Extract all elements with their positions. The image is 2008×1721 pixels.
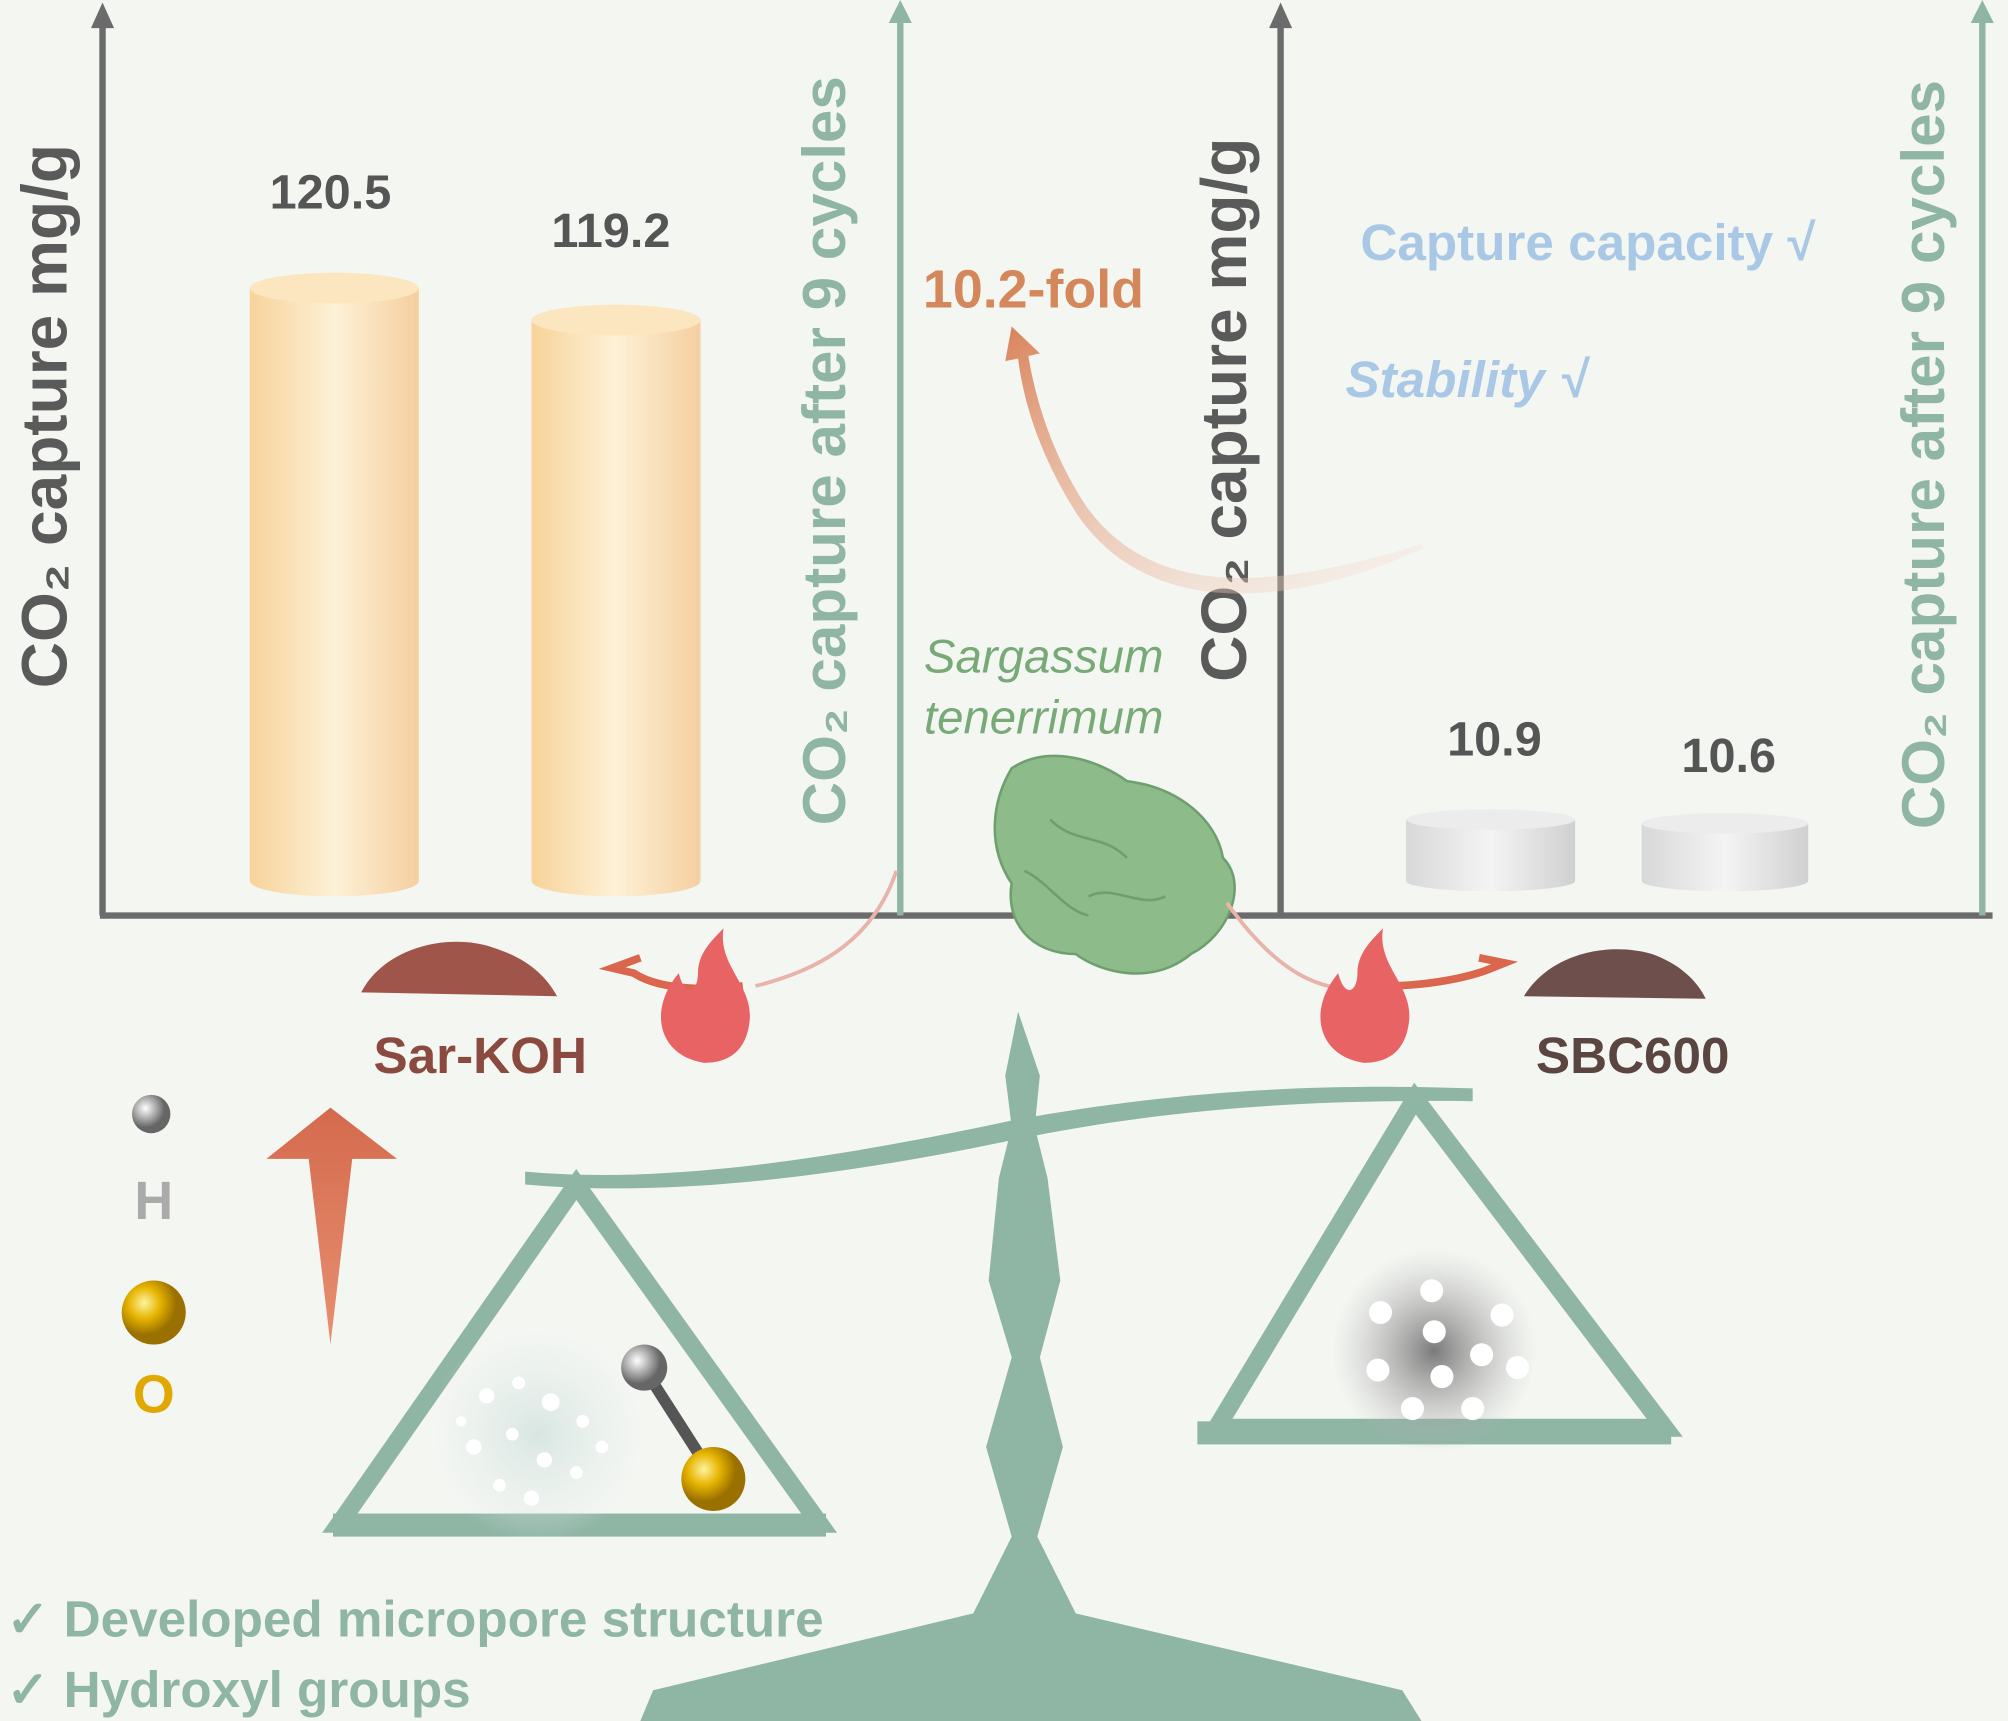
species-name: tenerrimum [924,692,1163,745]
feature-text: ✓ Hydroxyl groups [6,1661,470,1718]
arrow [1383,954,1519,990]
seaweed [993,754,1236,975]
value-label: 120.5 [270,166,392,220]
flame [660,928,750,1063]
cylinder [531,304,701,897]
y2-axis-label: CO₂ capture after 9 cycles [1890,80,1957,829]
h-atom [621,1344,668,1391]
o-atom [681,1446,746,1511]
y-axis-label: CO₂ capture mg/g [1188,138,1260,682]
cylinder [249,272,419,897]
product-label: SBC600 [1536,1027,1730,1084]
value-label: 10.9 [1447,712,1542,766]
value-label: 119.2 [551,204,670,258]
h-atom [131,1094,171,1134]
y-axis-label: CO₂ capture mg/g [9,144,81,688]
pores [1366,1279,1530,1421]
disc [1406,809,1576,892]
porous-particle [429,1325,647,1544]
species-name: Sargassum [924,630,1164,683]
y2-axis-label: CO₂ capture after 9 cycles [791,76,858,825]
product-label: Sar-KOH [374,1027,587,1084]
increase-arrow [266,1107,398,1345]
powder-pile [361,941,558,997]
legend-label: O [133,1364,175,1424]
check-text: Capture capacity √ [1360,214,1816,271]
powder-pile [1523,949,1706,999]
legend-label: H [134,1171,173,1231]
dense-particle [1331,1248,1537,1454]
value-label: 10.6 [1681,729,1776,783]
feature-text: ✓ Developed micropore structure [6,1590,823,1647]
micropores [455,1376,609,1506]
fold-label: 10.2-fold [923,259,1144,319]
o-atom [121,1280,186,1345]
connector [755,870,899,988]
disc [1641,813,1809,892]
axis-arrows [90,0,1994,29]
check-text: Stability √ [1345,351,1590,408]
flame [1320,928,1410,1063]
